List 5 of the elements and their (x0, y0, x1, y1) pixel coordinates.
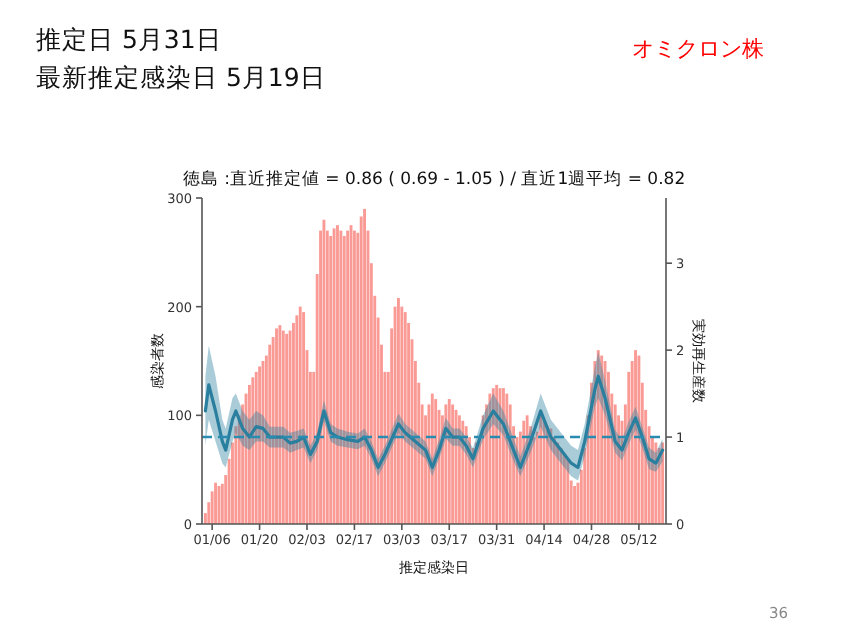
chart-title: 徳島 :直近推定値 = 0.86 ( 0.69 - 1.05 ) / 直近1週平均 = 0.82 (182, 168, 686, 190)
line-series (203, 374, 665, 470)
text: 推定日 5月31日 (36, 24, 222, 54)
text: オミクロン株 (632, 36, 764, 62)
text: 最新推定感染日 5月19日 (36, 62, 326, 92)
